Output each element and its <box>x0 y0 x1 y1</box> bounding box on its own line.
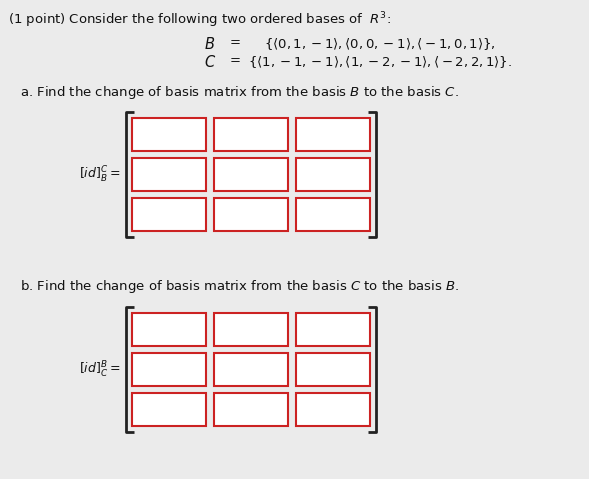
FancyBboxPatch shape <box>296 353 370 386</box>
FancyBboxPatch shape <box>132 118 206 151</box>
FancyBboxPatch shape <box>214 118 288 151</box>
Text: $[id]^C_B =$: $[id]^C_B =$ <box>78 164 120 184</box>
FancyBboxPatch shape <box>132 353 206 386</box>
Text: =: = <box>230 36 240 49</box>
FancyBboxPatch shape <box>132 198 206 231</box>
Text: =: = <box>230 54 240 67</box>
Text: (1 point) Consider the following two ordered bases of  $R^3$:: (1 point) Consider the following two ord… <box>8 10 391 30</box>
FancyBboxPatch shape <box>296 393 370 426</box>
FancyBboxPatch shape <box>214 393 288 426</box>
FancyBboxPatch shape <box>296 198 370 231</box>
FancyBboxPatch shape <box>296 313 370 346</box>
FancyBboxPatch shape <box>214 353 288 386</box>
FancyBboxPatch shape <box>132 313 206 346</box>
Text: $B$: $B$ <box>204 36 216 52</box>
FancyBboxPatch shape <box>296 158 370 191</box>
FancyBboxPatch shape <box>214 158 288 191</box>
Text: $\{\langle 1,-1,-1\rangle,\langle 1,-2,-1\rangle,\langle -2,2,1\rangle\}.$: $\{\langle 1,-1,-1\rangle,\langle 1,-2,-… <box>248 54 512 70</box>
FancyBboxPatch shape <box>132 393 206 426</box>
FancyBboxPatch shape <box>214 313 288 346</box>
FancyBboxPatch shape <box>296 118 370 151</box>
Text: $[id]^B_C =$: $[id]^B_C =$ <box>78 359 120 379</box>
Text: $\{\langle 0,1,-1\rangle,\langle 0,0,-1\rangle,\langle -1,0,1\rangle\},$: $\{\langle 0,1,-1\rangle,\langle 0,0,-1\… <box>264 36 496 52</box>
Text: a. Find the change of basis matrix from the basis $B$ to the basis $C$.: a. Find the change of basis matrix from … <box>20 84 459 101</box>
Text: $C$: $C$ <box>204 54 216 70</box>
FancyBboxPatch shape <box>214 198 288 231</box>
Text: b. Find the change of basis matrix from the basis $C$ to the basis $B$.: b. Find the change of basis matrix from … <box>20 278 459 295</box>
FancyBboxPatch shape <box>132 158 206 191</box>
